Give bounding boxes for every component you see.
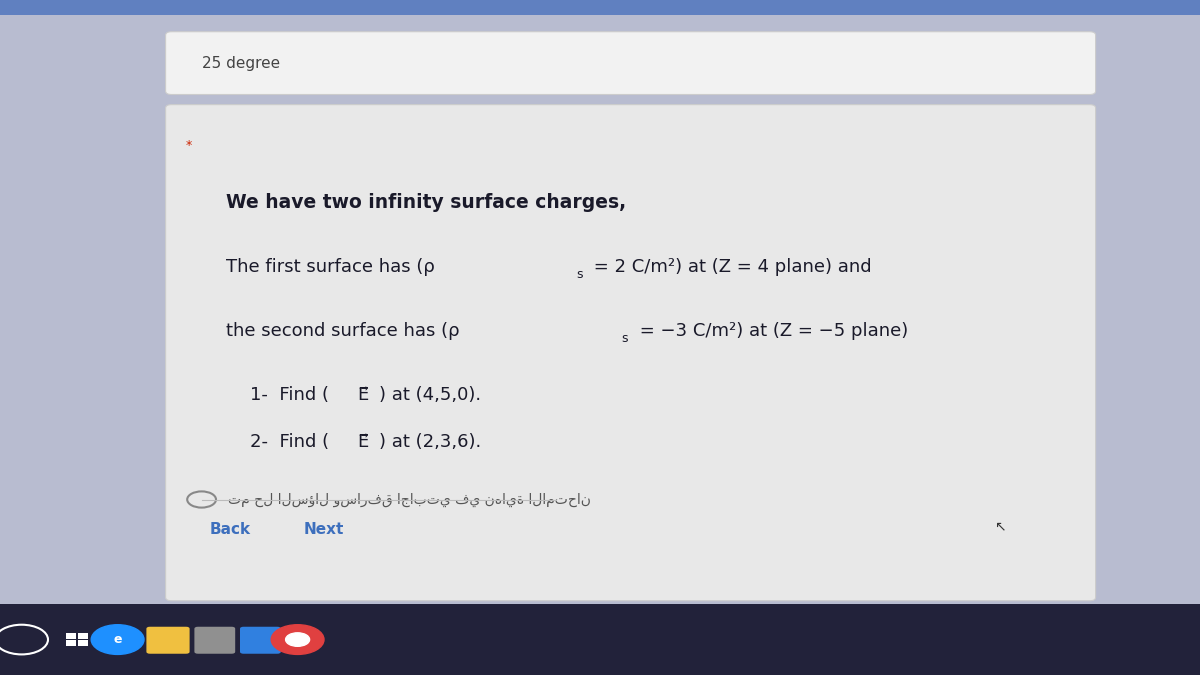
Text: E⃗: E⃗ [358, 386, 368, 404]
FancyBboxPatch shape [66, 633, 76, 639]
Text: s: s [576, 268, 582, 281]
FancyBboxPatch shape [166, 32, 1096, 94]
FancyBboxPatch shape [146, 626, 190, 653]
Text: ) at (2,3,6).: ) at (2,3,6). [379, 433, 481, 451]
FancyBboxPatch shape [0, 604, 1200, 675]
Text: تم حل السؤال وسارفق اجابتي في نهاية الامتحان: تم حل السؤال وسارفق اجابتي في نهاية الام… [228, 492, 590, 507]
Text: ↖: ↖ [994, 520, 1006, 533]
FancyBboxPatch shape [166, 105, 1096, 601]
FancyBboxPatch shape [78, 640, 88, 645]
Text: = −3 C/m²) at (Z = −5 plane): = −3 C/m²) at (Z = −5 plane) [634, 322, 908, 340]
FancyBboxPatch shape [78, 633, 88, 639]
FancyBboxPatch shape [0, 0, 1200, 15]
Text: the second surface has (ρ: the second surface has (ρ [226, 322, 460, 340]
Circle shape [286, 633, 310, 647]
Text: 2-  Find (: 2- Find ( [250, 433, 329, 451]
FancyBboxPatch shape [66, 640, 76, 645]
Circle shape [271, 625, 324, 655]
Text: The first surface has (ρ: The first surface has (ρ [226, 258, 434, 275]
Text: 25 degree: 25 degree [202, 55, 280, 71]
Text: E⃗: E⃗ [358, 433, 368, 451]
Text: Never submit passwords through Google Forms.: Never submit passwords through Google Fo… [202, 608, 486, 621]
Text: We have two infinity surface charges,: We have two infinity surface charges, [226, 193, 625, 212]
Text: Back: Back [210, 522, 251, 537]
Text: *: * [186, 138, 192, 152]
Text: 1-  Find (: 1- Find ( [250, 386, 329, 404]
Text: s: s [622, 332, 628, 346]
FancyBboxPatch shape [240, 626, 281, 653]
Text: Next: Next [304, 522, 344, 537]
FancyBboxPatch shape [194, 626, 235, 653]
Circle shape [91, 625, 144, 655]
Text: ) at (4,5,0).: ) at (4,5,0). [379, 386, 481, 404]
Text: e: e [113, 633, 122, 646]
Text: = 2 C/m²) at (Z = 4 plane) and: = 2 C/m²) at (Z = 4 plane) and [588, 258, 871, 275]
